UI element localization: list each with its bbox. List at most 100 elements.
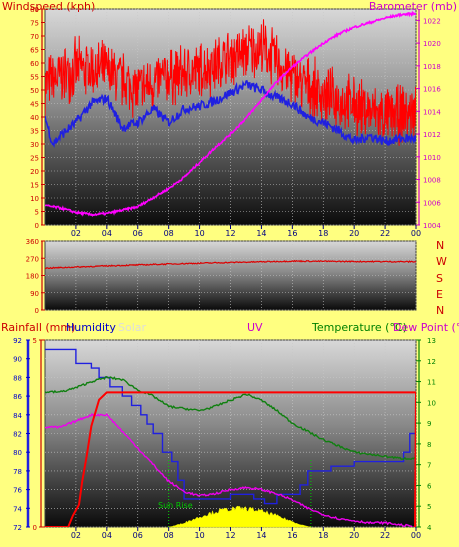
x-tick-label: 04 <box>102 229 112 238</box>
y-tick-label: 90 <box>13 356 22 364</box>
x-tick-label: 00 <box>411 229 421 238</box>
average-line <box>45 79 416 149</box>
y-tick-label: 74 <box>13 505 22 513</box>
gust-line <box>45 19 416 146</box>
y-tick-label: 72 <box>13 524 22 532</box>
x-tick-label: 10 <box>194 229 204 238</box>
x-tick-label: 06 <box>133 229 143 238</box>
x-tick-label: 18 <box>318 531 328 540</box>
compass-label: N <box>436 304 444 317</box>
compass-label: W <box>436 255 447 268</box>
y-tick-label: 75 <box>30 20 39 28</box>
compass-label: N <box>436 239 444 252</box>
y-tick-label: 80 <box>30 6 39 14</box>
windspeed-axis-label: Windspeed (kph) <box>2 0 95 13</box>
wind-direction-line <box>45 259 416 270</box>
y-tick-label: 270 <box>26 255 39 263</box>
y-tick-label: 8 <box>427 441 431 449</box>
y-tick-label: 10 <box>427 399 436 407</box>
y-tick-label: 84 <box>13 412 22 420</box>
y-tick-label: 7 <box>427 462 431 470</box>
y-tick-label: 1020 <box>423 40 441 48</box>
x-tick-label: 04 <box>102 531 112 540</box>
y-tick-label: 45 <box>30 101 39 109</box>
x-tick-label: 02 <box>71 531 81 540</box>
x-tick-label: 22 <box>380 531 390 540</box>
x-tick-label: 16 <box>287 229 297 238</box>
y-tick-label: 1018 <box>423 63 441 71</box>
y-tick-label: 90 <box>30 290 39 298</box>
y-tick-label: 70 <box>30 33 39 41</box>
y-tick-label: 60 <box>30 60 39 68</box>
y-tick-label: 10 <box>30 195 39 203</box>
y-tick-label: 82 <box>13 431 22 439</box>
x-tick-label: 20 <box>349 531 359 540</box>
x-tick-label: 18 <box>318 229 328 238</box>
dew_point-line <box>45 412 416 527</box>
x-tick-label: 12 <box>225 229 235 238</box>
y-tick-label: 1010 <box>423 154 441 162</box>
compass-label: S <box>436 272 443 285</box>
solar-area <box>168 505 311 528</box>
y-tick-label: 360 <box>26 238 39 246</box>
y-tick-label: 11 <box>427 379 436 387</box>
y-tick-label: 5 <box>427 503 431 511</box>
uv-legend-label: UV <box>247 321 263 334</box>
x-tick-label: 10 <box>194 531 204 540</box>
y-tick-label: 20 <box>30 168 39 176</box>
y-tick-label: 80 <box>13 449 22 457</box>
temperature-legend-label: Temperature (°C) <box>311 321 407 334</box>
x-tick-label: 22 <box>380 229 390 238</box>
x-tick-label: 14 <box>256 229 266 238</box>
y-tick-label: 0 <box>35 307 39 315</box>
dew-point-legend-label: Dew Point (°C <box>393 321 459 334</box>
rainfall-legend-label: Rainfall (mm) <box>1 321 75 334</box>
rain-line <box>45 391 416 527</box>
y-tick-label: 65 <box>30 47 39 55</box>
x-tick-label: 02 <box>71 229 81 238</box>
y-tick-label: 76 <box>13 487 22 495</box>
solar-legend-label: Solar <box>118 321 147 334</box>
humidity-legend-label: Humidity <box>66 321 116 334</box>
y-tick-label: 13 <box>427 337 436 345</box>
x-tick-label: 08 <box>164 531 174 540</box>
x-tick-label: 20 <box>349 229 359 238</box>
x-tick-label: 12 <box>225 531 235 540</box>
y-tick-label: 86 <box>13 393 22 401</box>
x-tick-label: 00 <box>411 531 421 540</box>
y-tick-label: 78 <box>13 468 22 476</box>
y-tick-label: 1022 <box>423 17 441 25</box>
y-tick-label: 12 <box>427 358 436 366</box>
sunrise-annotation: Sun Rise <box>158 501 193 510</box>
barometer-line <box>45 10 416 217</box>
y-tick-label: 40 <box>30 114 39 122</box>
temperature-line <box>45 375 416 461</box>
barometer-axis-label: Barometer (mb) <box>369 0 457 13</box>
y-tick-label: 88 <box>13 374 22 382</box>
y-tick-label: 5 <box>35 209 39 217</box>
y-tick-label: 0 <box>35 222 39 230</box>
compass-labels: N W S E N <box>436 239 447 317</box>
y-tick-label: 1014 <box>423 108 441 116</box>
x-tick-label: 16 <box>287 531 297 540</box>
x-tick-label: 06 <box>133 531 143 540</box>
y-tick-label: 25 <box>30 155 39 163</box>
y-tick-label: 1012 <box>423 131 441 139</box>
y-tick-label: 9 <box>427 420 431 428</box>
y-tick-label: 1008 <box>423 177 441 185</box>
y-tick-label: 50 <box>30 87 39 95</box>
x-tick-label: 14 <box>256 531 266 540</box>
y-tick-label: 180 <box>26 273 39 281</box>
y-tick-label: 35 <box>30 128 39 136</box>
y-tick-label: 6 <box>427 482 432 490</box>
y-tick-label: 1006 <box>423 199 441 207</box>
y-tick-label: 1004 <box>423 222 441 230</box>
compass-label: E <box>436 288 443 301</box>
y-tick-label: 4 <box>427 524 432 532</box>
y-tick-label: 30 <box>30 141 39 149</box>
y-tick-label: 5 <box>33 337 37 345</box>
y-tick-label: 55 <box>30 74 39 82</box>
y-tick-label: 92 <box>13 337 22 345</box>
